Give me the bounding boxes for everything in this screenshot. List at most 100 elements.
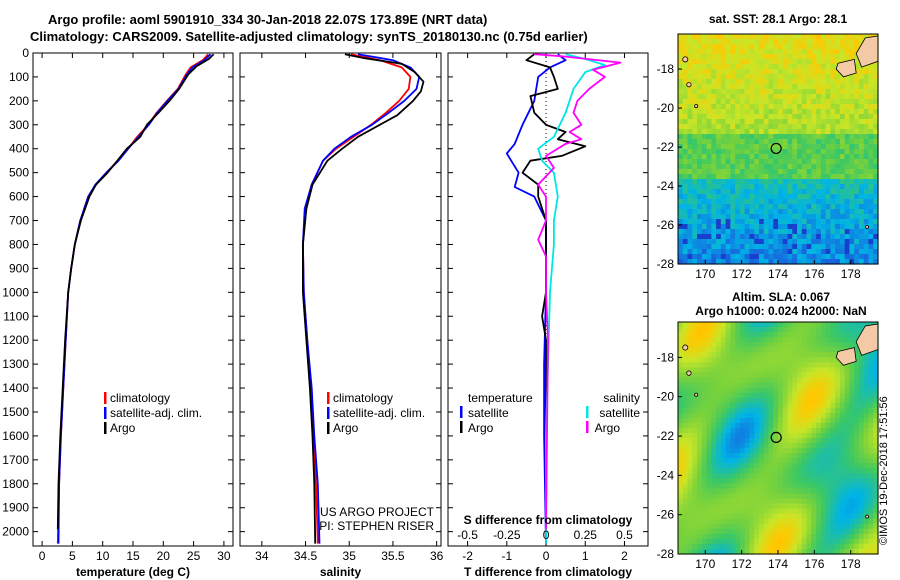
- map-cell: [711, 104, 717, 110]
- map-cell: [844, 402, 851, 409]
- map-cell: [730, 443, 736, 449]
- map-cell: [687, 463, 693, 469]
- map-cell: [735, 352, 741, 358]
- map-cell: [868, 392, 874, 399]
- land-shape: [835, 347, 857, 366]
- map-cell: [835, 513, 841, 520]
- map-cell: [730, 39, 736, 45]
- map-cell: [839, 154, 846, 160]
- map-cell: [825, 357, 831, 363]
- map-cell: [816, 342, 822, 348]
- map-cell: [858, 493, 865, 500]
- map-cell: [730, 322, 736, 328]
- map-cell: [849, 327, 855, 333]
- map-cell: [692, 533, 698, 540]
- map-cell: [754, 224, 760, 230]
- map-cell: [744, 412, 751, 419]
- map-cell: [792, 254, 798, 260]
- map-cell: [697, 332, 703, 338]
- map-cell: [763, 443, 770, 449]
- map-cell: [720, 443, 727, 449]
- map-cell: [797, 417, 803, 424]
- map-cell: [854, 129, 860, 135]
- map-cell: [682, 337, 689, 343]
- map-cell: [863, 84, 870, 90]
- map-cell: [692, 543, 698, 550]
- map-cell: [720, 488, 727, 495]
- map-cell: [725, 194, 731, 200]
- map-cell: [711, 402, 717, 409]
- map-cell: [730, 377, 736, 384]
- map-cell: [839, 458, 846, 464]
- map-cell: [782, 69, 789, 75]
- map-cell: [773, 94, 779, 100]
- map-cell: [701, 372, 708, 379]
- map-cell: [825, 109, 831, 115]
- map-cell: [687, 473, 693, 479]
- map-cell: [763, 352, 770, 358]
- map-cell: [801, 244, 808, 250]
- map-cell: [678, 44, 684, 50]
- map-cell: [692, 337, 698, 343]
- map-cell: [744, 372, 751, 379]
- map-cell: [854, 199, 860, 205]
- map-cell: [758, 483, 765, 490]
- map-cell: [739, 473, 746, 479]
- map-cell: [706, 144, 712, 150]
- map-cell: [697, 387, 703, 394]
- map-cell: [830, 483, 836, 490]
- map-cell: [678, 54, 684, 60]
- map-cell: [758, 254, 765, 260]
- map-cell: [801, 169, 808, 175]
- map-cell: [687, 448, 693, 454]
- map-cell: [849, 503, 855, 510]
- map-cell: [782, 139, 789, 145]
- map-cell: [797, 493, 803, 500]
- map-cell: [792, 548, 798, 555]
- map-cell: [778, 224, 784, 230]
- map-cell: [749, 114, 755, 120]
- map-cell: [839, 498, 846, 505]
- map-cell: [749, 214, 755, 220]
- map-cell: [725, 407, 731, 414]
- map-cell: [687, 422, 693, 429]
- map-cell: [873, 94, 879, 100]
- map-cell: [835, 149, 841, 155]
- map-cell: [730, 74, 736, 80]
- map-cell: [792, 99, 798, 105]
- map-cell: [744, 204, 751, 210]
- y-tick-label: 800: [9, 237, 29, 251]
- map-cell: [825, 114, 831, 120]
- map-cell: [768, 458, 774, 464]
- map-cell: [744, 453, 751, 459]
- map-cell: [830, 478, 836, 484]
- map-cell: [725, 249, 731, 255]
- y-tick-label: 1700: [2, 453, 29, 467]
- map-cell: [801, 443, 808, 449]
- map-cell: [797, 488, 803, 495]
- map-cell: [806, 342, 812, 348]
- map-cell: [797, 149, 803, 155]
- map-cell: [844, 174, 851, 180]
- map-cell: [687, 453, 693, 459]
- map-cell: [792, 432, 798, 439]
- map-cell: [792, 109, 798, 115]
- map-cell: [706, 448, 712, 454]
- map-cell: [697, 154, 703, 160]
- map-cell: [801, 362, 808, 368]
- map-cell: [692, 109, 698, 115]
- map-cell: [835, 49, 841, 55]
- map-cell: [806, 124, 812, 130]
- map-cell: [816, 84, 822, 90]
- map-cell: [682, 508, 689, 515]
- map-cell: [678, 94, 684, 100]
- map-cell: [835, 59, 841, 65]
- map-cell: [868, 159, 874, 165]
- map-cell: [816, 114, 822, 120]
- map-cell: [716, 453, 722, 459]
- map-cell: [830, 382, 836, 389]
- map-cell: [839, 94, 846, 100]
- map-cell: [692, 322, 698, 328]
- map-cell: [792, 347, 798, 353]
- map-cell: [682, 528, 689, 535]
